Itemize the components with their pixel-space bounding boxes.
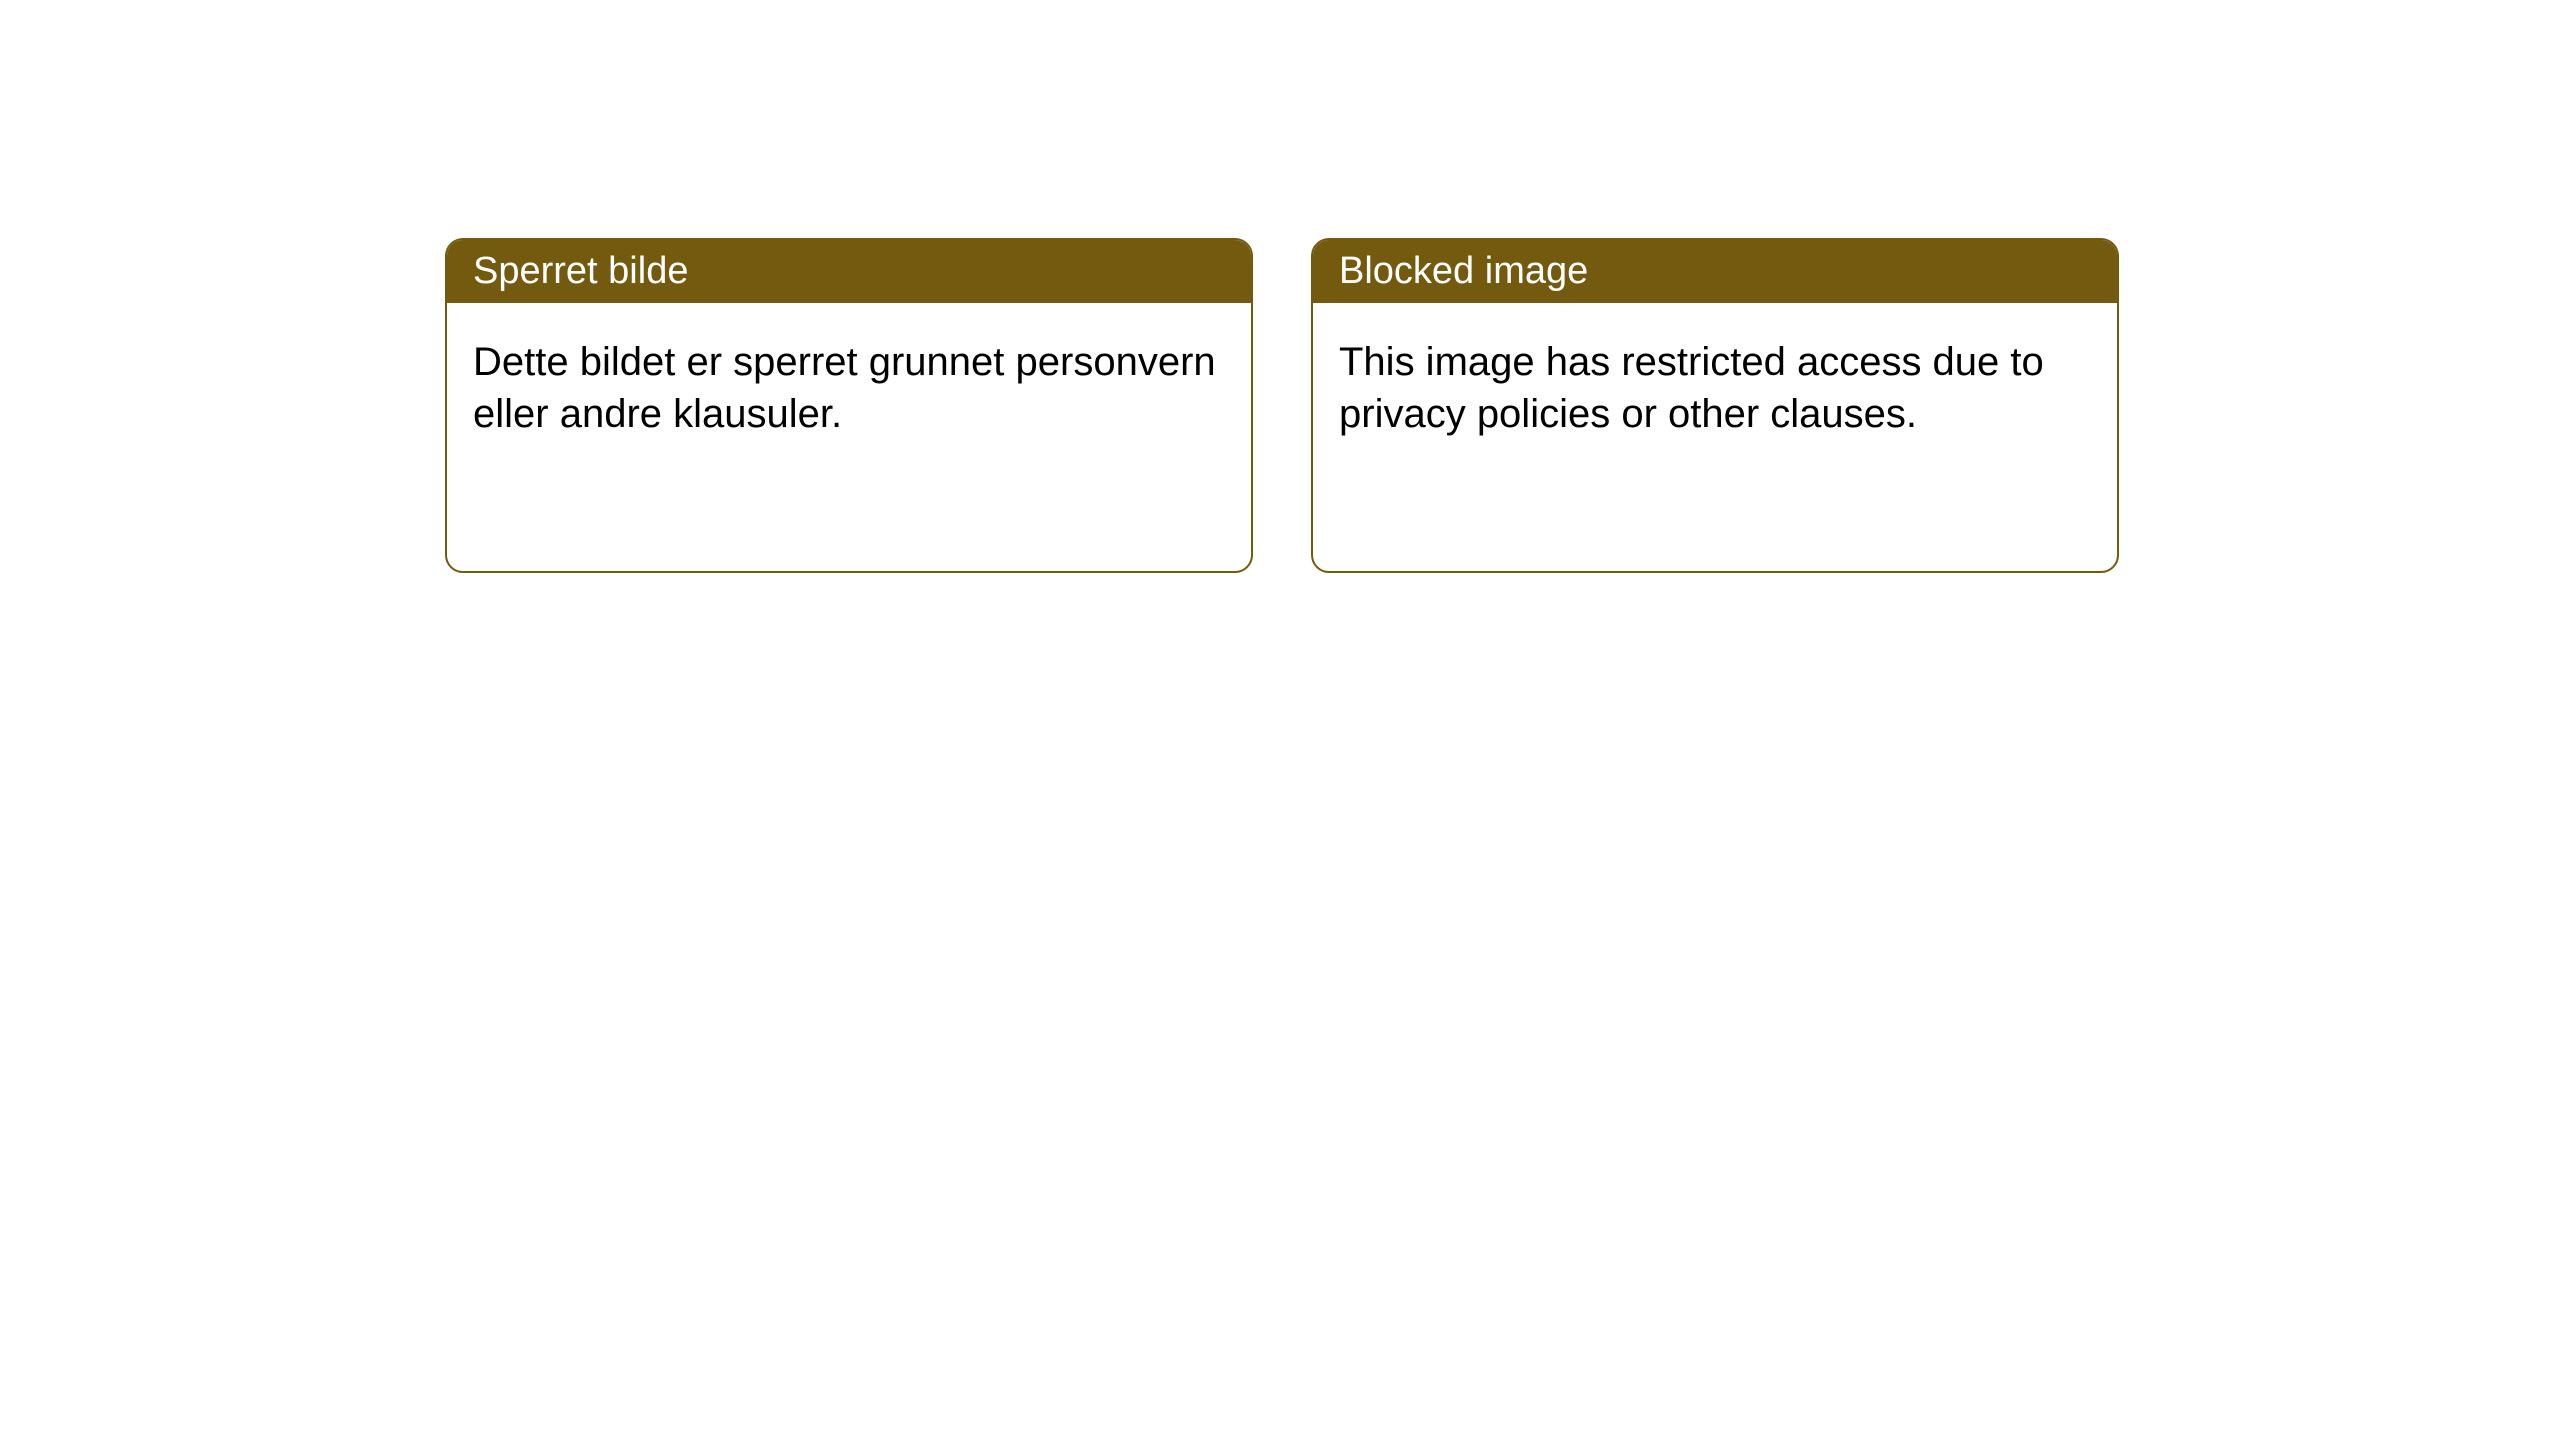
notice-cards-container: Sperret bilde Dette bildet er sperret gr… [445,238,2119,573]
notice-card-body-no: Dette bildet er sperret grunnet personve… [447,303,1251,476]
notice-title-no: Sperret bilde [473,250,688,292]
notice-card-no: Sperret bilde Dette bildet er sperret gr… [445,238,1253,573]
notice-card-header-no: Sperret bilde [447,240,1251,303]
notice-card-body-en: This image has restricted access due to … [1313,303,2117,476]
notice-text-no: Dette bildet er sperret grunnet personve… [473,340,1216,436]
notice-card-en: Blocked image This image has restricted … [1311,238,2119,573]
notice-title-en: Blocked image [1339,250,1588,292]
notice-card-header-en: Blocked image [1313,240,2117,303]
notice-text-en: This image has restricted access due to … [1339,340,2044,436]
